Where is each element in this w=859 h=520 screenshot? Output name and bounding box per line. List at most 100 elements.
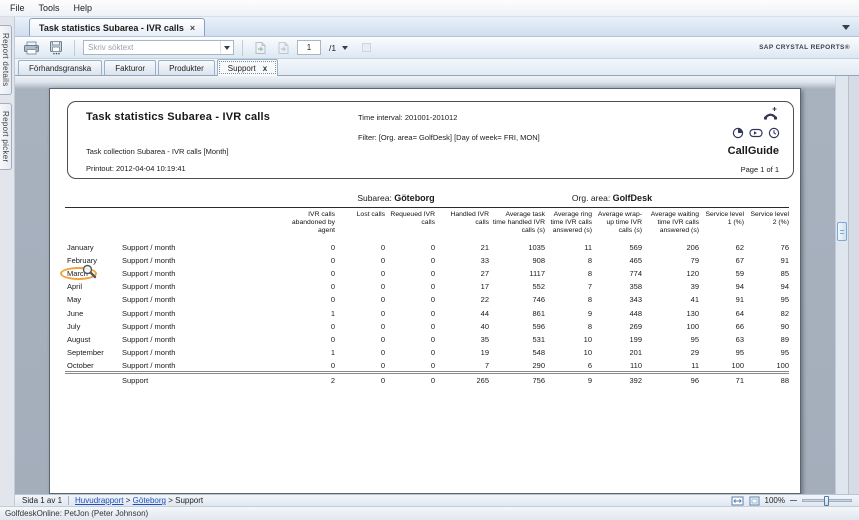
value-cell: 11 <box>584 242 592 252</box>
subarea-label: Subarea: <box>357 193 395 203</box>
value-cell: 908 <box>532 255 545 265</box>
right-panel-strip <box>848 76 859 494</box>
table-row: May Support / month 0 0 0 22 746 8 343 41 91 95 <box>65 293 789 306</box>
statusbar: Sida 1 av 1 Huvudrapport > Göteborg > Su… <box>15 494 859 506</box>
zoom-level-label: 100% <box>764 496 785 505</box>
rail-tab-report-details[interactable]: Report details <box>0 25 12 95</box>
document-tab[interactable]: Task statistics Subarea - IVR calls × <box>29 18 206 36</box>
value-cell: 552 <box>532 282 545 292</box>
menu-item-file[interactable]: File <box>10 3 25 13</box>
zoom-slider-thumb[interactable] <box>824 496 829 506</box>
menu-item-help[interactable]: Help <box>73 3 93 13</box>
zoom-slider[interactable] <box>802 496 852 506</box>
subtab-produkter[interactable]: Produkter <box>158 60 215 75</box>
fit-page-icon[interactable] <box>749 496 760 506</box>
month-cell[interactable]: August <box>65 333 120 346</box>
value-cell: 0 <box>330 334 335 344</box>
total-value-cell: 392 <box>592 370 642 387</box>
report-viewport: Task statistics Subarea - IVR calls Task… <box>15 76 859 494</box>
statusbar-right: 100% <box>731 496 852 506</box>
value-cell: 0 <box>330 321 335 331</box>
value-cell: 33 <box>480 255 489 265</box>
page-info: Sida 1 av 1 <box>22 496 63 505</box>
chevron-down-icon <box>224 45 230 50</box>
task-cell: Support / month <box>122 295 176 305</box>
value-cell: 29 <box>690 348 699 358</box>
column-header-handled-ivr-calls: Handled IVR calls <box>450 211 489 227</box>
value-cell: 8 <box>587 255 592 265</box>
value-cell: 35 <box>480 334 489 344</box>
subtab-fakturor[interactable]: Fakturor <box>104 60 157 75</box>
search-combo <box>83 40 234 55</box>
report-table: Subarea: Göteborg Org. area: GolfDesk <box>60 193 789 387</box>
page-number-input[interactable] <box>297 40 321 55</box>
column-header-average-waiting-time-ivr-calls: Average waiting time IVR calls answered … <box>650 211 699 235</box>
total-value-cell: 0 <box>335 370 385 387</box>
zoom-out-icon[interactable] <box>790 500 797 501</box>
fit-width-icon[interactable] <box>731 496 744 506</box>
month-cell[interactable]: May <box>65 293 120 306</box>
month-cell[interactable]: October <box>65 359 120 372</box>
value-cell: 89 <box>780 334 789 344</box>
org-area-value: GolfDesk <box>612 193 653 203</box>
report-title: Task statistics Subarea - IVR calls <box>86 111 271 123</box>
value-cell: 82 <box>780 308 789 318</box>
left-rail: Report details Report picker <box>0 17 15 506</box>
value-cell: 1 <box>330 348 335 358</box>
value-cell: 465 <box>629 255 642 265</box>
subtab-label: Förhandsgranska <box>29 63 92 73</box>
value-cell: 0 <box>430 282 435 292</box>
total-value-cell: 9 <box>545 370 592 387</box>
toolbar: /1 SAP CRYSTAL REPORTS® <box>15 37 859 59</box>
value-cell: 7 <box>587 282 592 292</box>
value-cell: 66 <box>735 321 744 331</box>
value-cell: 95 <box>690 334 699 344</box>
last-page-button[interactable] <box>274 39 293 57</box>
tab-close-icon[interactable]: × <box>189 22 196 33</box>
next-page-button[interactable] <box>251 39 270 57</box>
month-cell[interactable]: January <box>65 240 120 253</box>
value-cell: 0 <box>430 321 435 331</box>
page-next-icon <box>253 41 268 55</box>
task-cell: Support / month <box>122 334 176 344</box>
value-cell: 746 <box>532 295 545 305</box>
org-area-group-label: Org. area: GolfDesk <box>572 193 652 203</box>
export-button[interactable] <box>47 39 66 57</box>
value-cell: 79 <box>690 255 699 265</box>
column-header-service-level-1: Service level 1 (%) <box>705 211 744 227</box>
value-cell: 206 <box>686 242 699 252</box>
tab-list-dropdown-icon[interactable] <box>842 25 850 30</box>
report-header-icons <box>732 127 780 139</box>
vertical-scrollbar[interactable] <box>835 76 848 494</box>
value-cell: 8 <box>587 268 592 278</box>
value-cell: 1 <box>330 308 335 318</box>
scrollbar-thumb[interactable] <box>837 222 847 241</box>
rail-tab-report-picker[interactable]: Report picker <box>0 102 12 171</box>
value-cell: 201 <box>629 348 642 358</box>
search-dropdown-button[interactable] <box>220 41 233 54</box>
search-input[interactable] <box>84 41 220 54</box>
subtab-f-rhandsgranska[interactable]: Förhandsgranska <box>18 60 103 75</box>
subtab-close-icon[interactable]: x <box>262 63 268 73</box>
breadcrumb-huvudrapport[interactable]: Huvudrapport <box>75 496 124 505</box>
month-cell[interactable]: September <box>65 346 120 359</box>
month-cell[interactable]: June <box>65 306 120 319</box>
subtab-label: Support <box>227 63 256 73</box>
menu-item-tools[interactable]: Tools <box>38 3 60 13</box>
value-cell: 19 <box>480 348 489 358</box>
value-cell: 95 <box>780 348 789 358</box>
month-label: July <box>67 321 81 331</box>
month-cell[interactable]: July <box>65 320 120 333</box>
print-button[interactable] <box>21 39 43 57</box>
page-total-dropdown[interactable] <box>340 39 350 57</box>
month-cell[interactable]: February <box>65 254 120 267</box>
toolbar-extra-button[interactable] <box>362 43 372 52</box>
value-cell: 100 <box>686 321 699 331</box>
subtab-support[interactable]: Support x <box>216 59 279 76</box>
month-cell[interactable]: March <box>60 264 120 280</box>
breadcrumb: Huvudrapport > Göteborg > Support <box>75 496 203 505</box>
month-cell[interactable]: April <box>65 280 120 293</box>
value-cell: 44 <box>480 308 489 318</box>
phone-add-icon <box>763 106 778 122</box>
breadcrumb-g-teborg[interactable]: Göteborg <box>132 496 166 505</box>
